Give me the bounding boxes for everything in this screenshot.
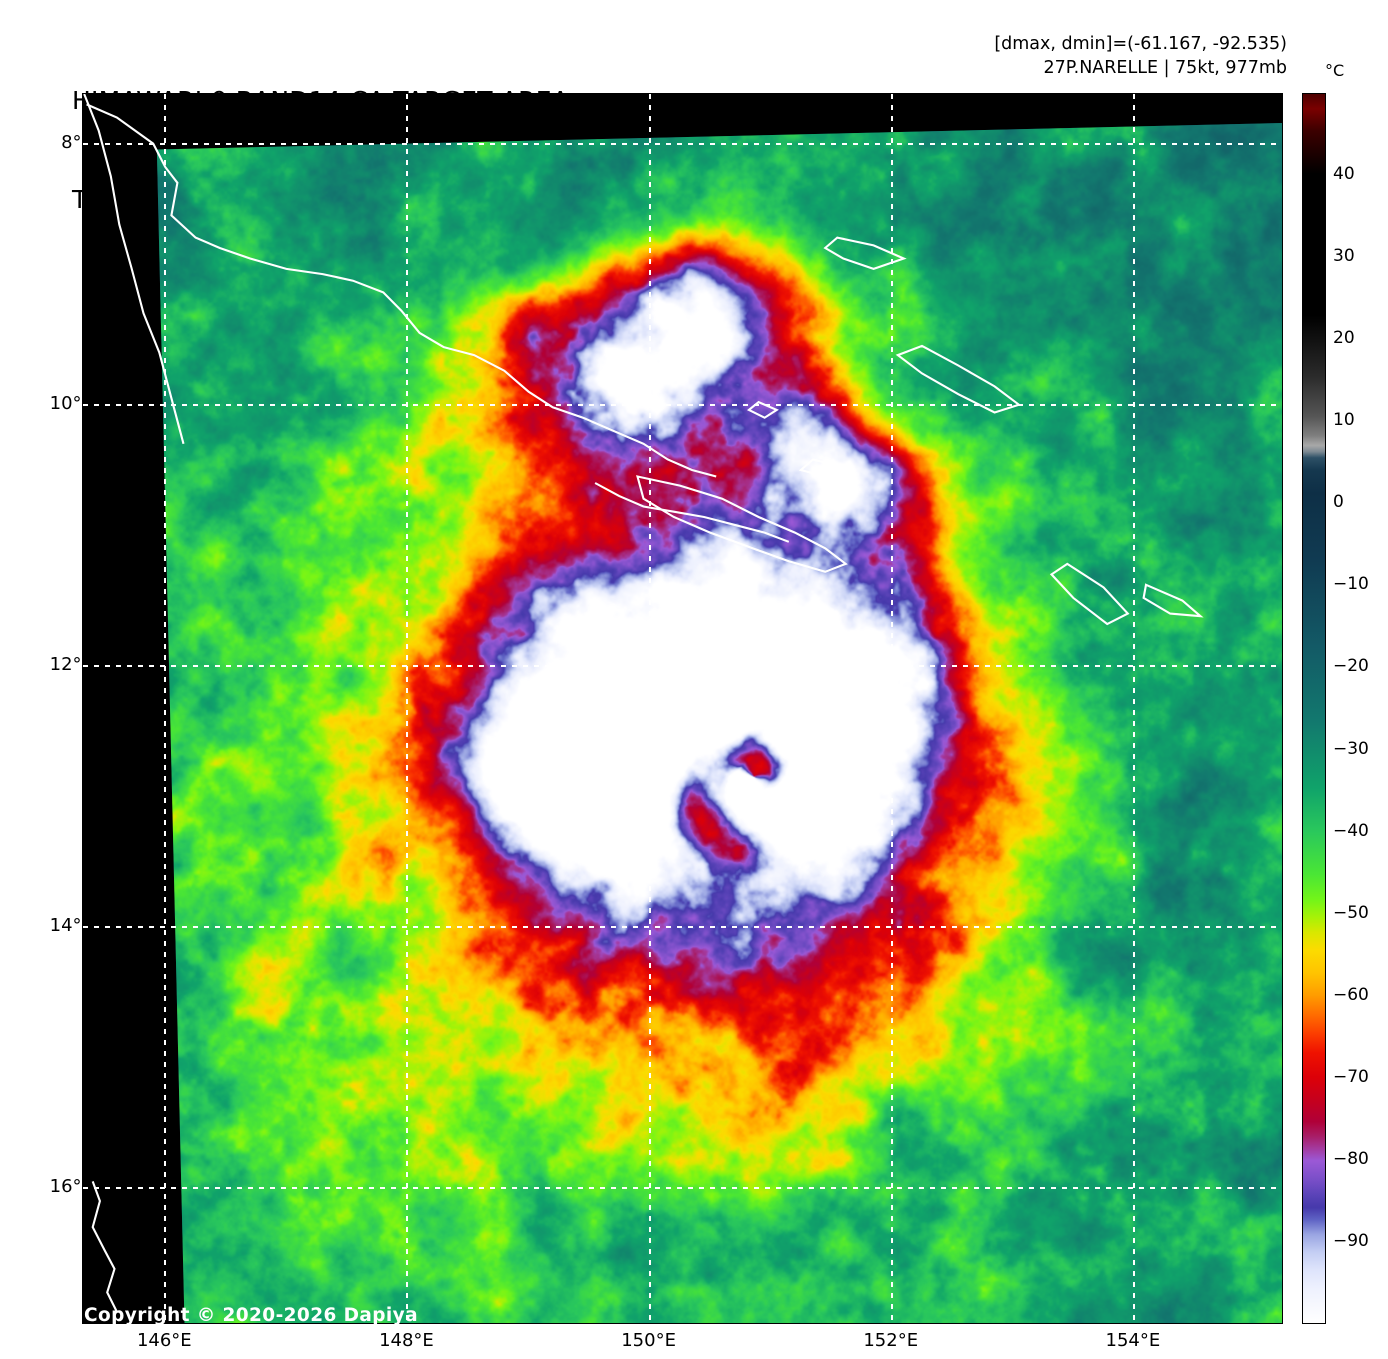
colorbar-tick-label: 10	[1333, 410, 1355, 431]
temperature-colorbar	[1302, 93, 1326, 1324]
colorbar-tick-label: −40	[1333, 820, 1369, 841]
metadata-annotation: [dmax, dmin]=(-61.167, -92.535) 27P.NARE…	[994, 32, 1287, 80]
colorbar-tick-label: 0	[1333, 492, 1344, 513]
gridline-meridian	[406, 94, 409, 1323]
gridline-parallel	[83, 1186, 1282, 1189]
colorbar-tick-label: −30	[1333, 738, 1369, 759]
colorbar-tick-label: 20	[1333, 328, 1355, 349]
colorbar-tick-label: −80	[1333, 1148, 1369, 1169]
colorbar-tick-label: −60	[1333, 984, 1369, 1005]
gridline-parallel	[83, 925, 1282, 928]
gridline-parallel	[83, 403, 1282, 406]
lon-tick-label: 152°E	[863, 1330, 919, 1351]
satellite-data-rect	[156, 122, 1282, 1323]
lat-tick-label: 12°S	[49, 653, 93, 675]
colorbar-tick-label: 40	[1333, 164, 1355, 185]
colorbar-tick-label: 30	[1333, 246, 1355, 267]
plot-inner	[83, 94, 1282, 1323]
colorbar-tick-label: −50	[1333, 902, 1369, 923]
copyright-label: Copyright © 2020-2026 Dapiya	[84, 1305, 418, 1326]
storm-info-label: 27P.NARELLE | 75kt, 977mb	[1043, 58, 1287, 78]
lat-tick-label: 10°S	[49, 392, 93, 414]
gridline-parallel	[83, 664, 1282, 667]
lon-tick-label: 150°E	[621, 1330, 676, 1351]
lon-tick-label: 146°E	[136, 1330, 192, 1351]
gridline-meridian	[1132, 94, 1135, 1323]
satellite-image-plot	[82, 93, 1283, 1324]
colorbar-units-label: °C	[1325, 61, 1345, 80]
colorbar-tick-label: −10	[1333, 574, 1369, 595]
lon-tick-label: 154°E	[1105, 1330, 1161, 1351]
lat-tick-label: 8°S	[61, 131, 93, 153]
ir-brightness-temperature-field	[156, 122, 1282, 1323]
lat-tick-label: 16°S	[49, 1175, 93, 1197]
coastline-path	[91, 1181, 118, 1313]
colorbar-tick-label: −20	[1333, 656, 1369, 677]
lon-tick-label: 148°E	[379, 1330, 434, 1351]
lat-tick-label: 14°S	[49, 914, 93, 936]
colorbar-tick-label: −70	[1333, 1066, 1369, 1087]
gridline-meridian	[164, 94, 167, 1323]
dmax-dmin-label: [dmax, dmin]=(-61.167, -92.535)	[994, 34, 1287, 54]
gridline-parallel	[83, 142, 1282, 145]
gridline-meridian	[890, 94, 893, 1323]
gridline-meridian	[648, 94, 651, 1323]
colorbar-tick-label: −90	[1333, 1230, 1369, 1251]
